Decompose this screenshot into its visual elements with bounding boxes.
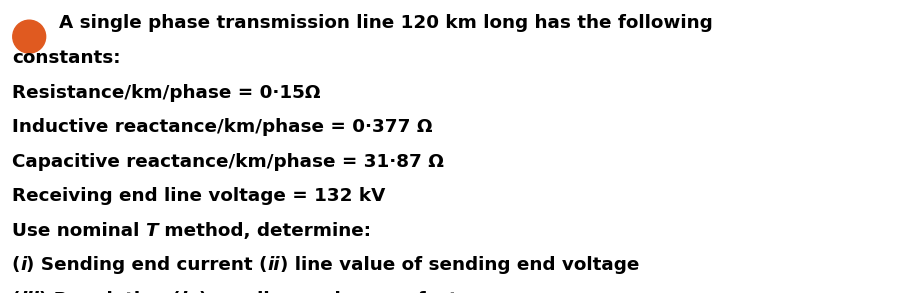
Text: A single phase transmission line 120 km long has the following: A single phase transmission line 120 km … [59,14,713,33]
Text: iv: iv [181,291,199,293]
Text: constants:: constants: [12,49,121,67]
Text: method, determine:: method, determine: [158,222,371,240]
Text: (: ( [12,291,20,293]
Text: ) Regulation (: ) Regulation ( [39,291,181,293]
Text: T: T [145,222,158,240]
Text: ) Sending end current (: ) Sending end current ( [26,256,268,275]
Text: ) sending end power factor: ) sending end power factor [199,291,478,293]
Text: (: ( [12,256,20,275]
Text: Inductive reactance/km/phase = 0·377 Ω: Inductive reactance/km/phase = 0·377 Ω [12,118,433,136]
Text: Capacitive reactance/km/phase = 31·87 Ω: Capacitive reactance/km/phase = 31·87 Ω [12,153,444,171]
Text: Resistance/km/phase = 0·15Ω: Resistance/km/phase = 0·15Ω [12,84,320,102]
Text: Receiving end line voltage = 132 kV: Receiving end line voltage = 132 kV [12,187,385,205]
Text: ii: ii [268,256,280,275]
Text: ) line value of sending end voltage: ) line value of sending end voltage [280,256,640,275]
Text: i: i [20,256,26,275]
Text: iii: iii [20,291,39,293]
Ellipse shape [13,20,46,53]
Text: Use nominal: Use nominal [12,222,145,240]
